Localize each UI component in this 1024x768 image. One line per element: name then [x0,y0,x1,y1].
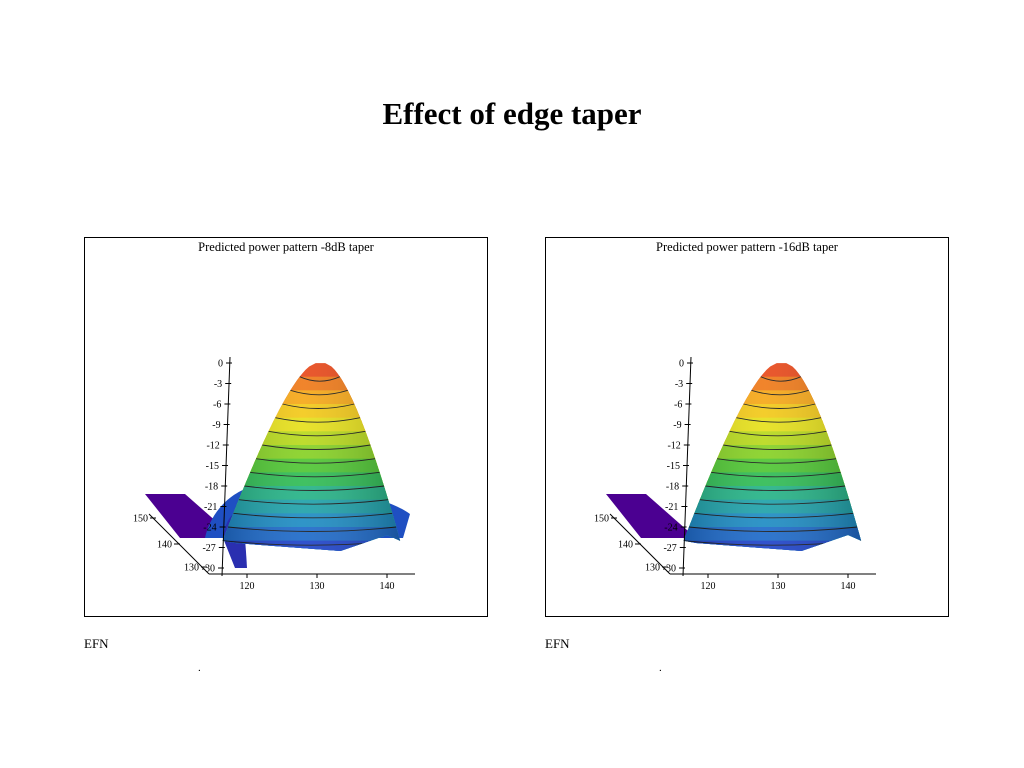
y-tick-label: 150 [594,514,609,525]
y-tick-label: 150 [133,514,148,525]
plot-panel-right: Predicted power pattern -16dB taper 0 -3 -… [545,237,949,617]
surface-plot: 0 -3 -6 -9 -12 -15 -18 -21 -24 -27 -30 120 130 140 130… [546,356,948,616]
z-tick-label: -21 [204,502,217,513]
contour-band [85,554,487,616]
contour-band [546,568,948,616]
caption-right: EFN [545,636,570,651]
floor-plane [606,494,696,538]
y-tick-label: 140 [618,540,633,551]
z-tick-label: -15 [206,461,219,472]
z-tick-label: -6 [674,400,682,411]
z-tick-label: -30 [202,564,215,575]
footnote-dot-left: . [198,662,201,674]
z-tick-label: 0 [679,359,684,370]
z-axis-line [221,356,231,577]
z-tick-label: -12 [206,441,219,452]
x-tick-label: 120 [701,581,716,592]
z-tick-label: -3 [214,379,222,390]
z-tick-label: -27 [663,543,676,554]
contour-band [546,554,948,616]
y-tick-label: 140 [157,540,172,551]
z-tick-label: -27 [202,543,215,554]
caption-left: EFN [84,636,109,651]
surface-plot: 0 -3 -6 -9 -12 -15 -18 -21 -24 -27 -30 120 130 140 130… [85,356,487,616]
x-tick-label: 130 [771,581,786,592]
x-tick-label: 140 [380,581,395,592]
lobe-shading [222,363,401,551]
z-tick-label: -24 [664,523,677,534]
plot-title: Predicted power pattern -8dB taper [198,240,374,254]
z-tick-label: -9 [673,420,681,431]
y-tick-label: 130 [184,563,199,574]
slide-title: Effect of edge taper [382,96,642,131]
z-tick-label: -9 [212,420,220,431]
z-tick-label: -18 [205,482,218,493]
footnote-dot-right: . [659,662,662,674]
x-tick-label: 140 [841,581,856,592]
x-tick-label: 120 [240,581,255,592]
contour-band [683,540,862,552]
plot-title: Predicted power pattern -16dB taper [656,240,838,254]
contour-band [222,540,401,552]
z-tick-label: -24 [203,523,216,534]
plot-panel-left: Predicted power pattern -8dB taper 0 -3 -6… [84,237,488,617]
z-tick-label: -18 [666,482,679,493]
y-tick-label: 130 [645,563,660,574]
z-tick-label: -21 [665,502,678,513]
z-tick-label: -30 [663,564,676,575]
lobe-shading [683,363,862,551]
x-tick-label: 130 [310,581,325,592]
z-tick-label: -6 [213,400,221,411]
contour-band [85,568,487,616]
z-tick-label: -12 [667,441,680,452]
z-tick-label: 0 [218,359,223,370]
z-tick-label: -15 [667,461,680,472]
z-axis-line [682,356,692,577]
z-tick-label: -3 [675,379,683,390]
